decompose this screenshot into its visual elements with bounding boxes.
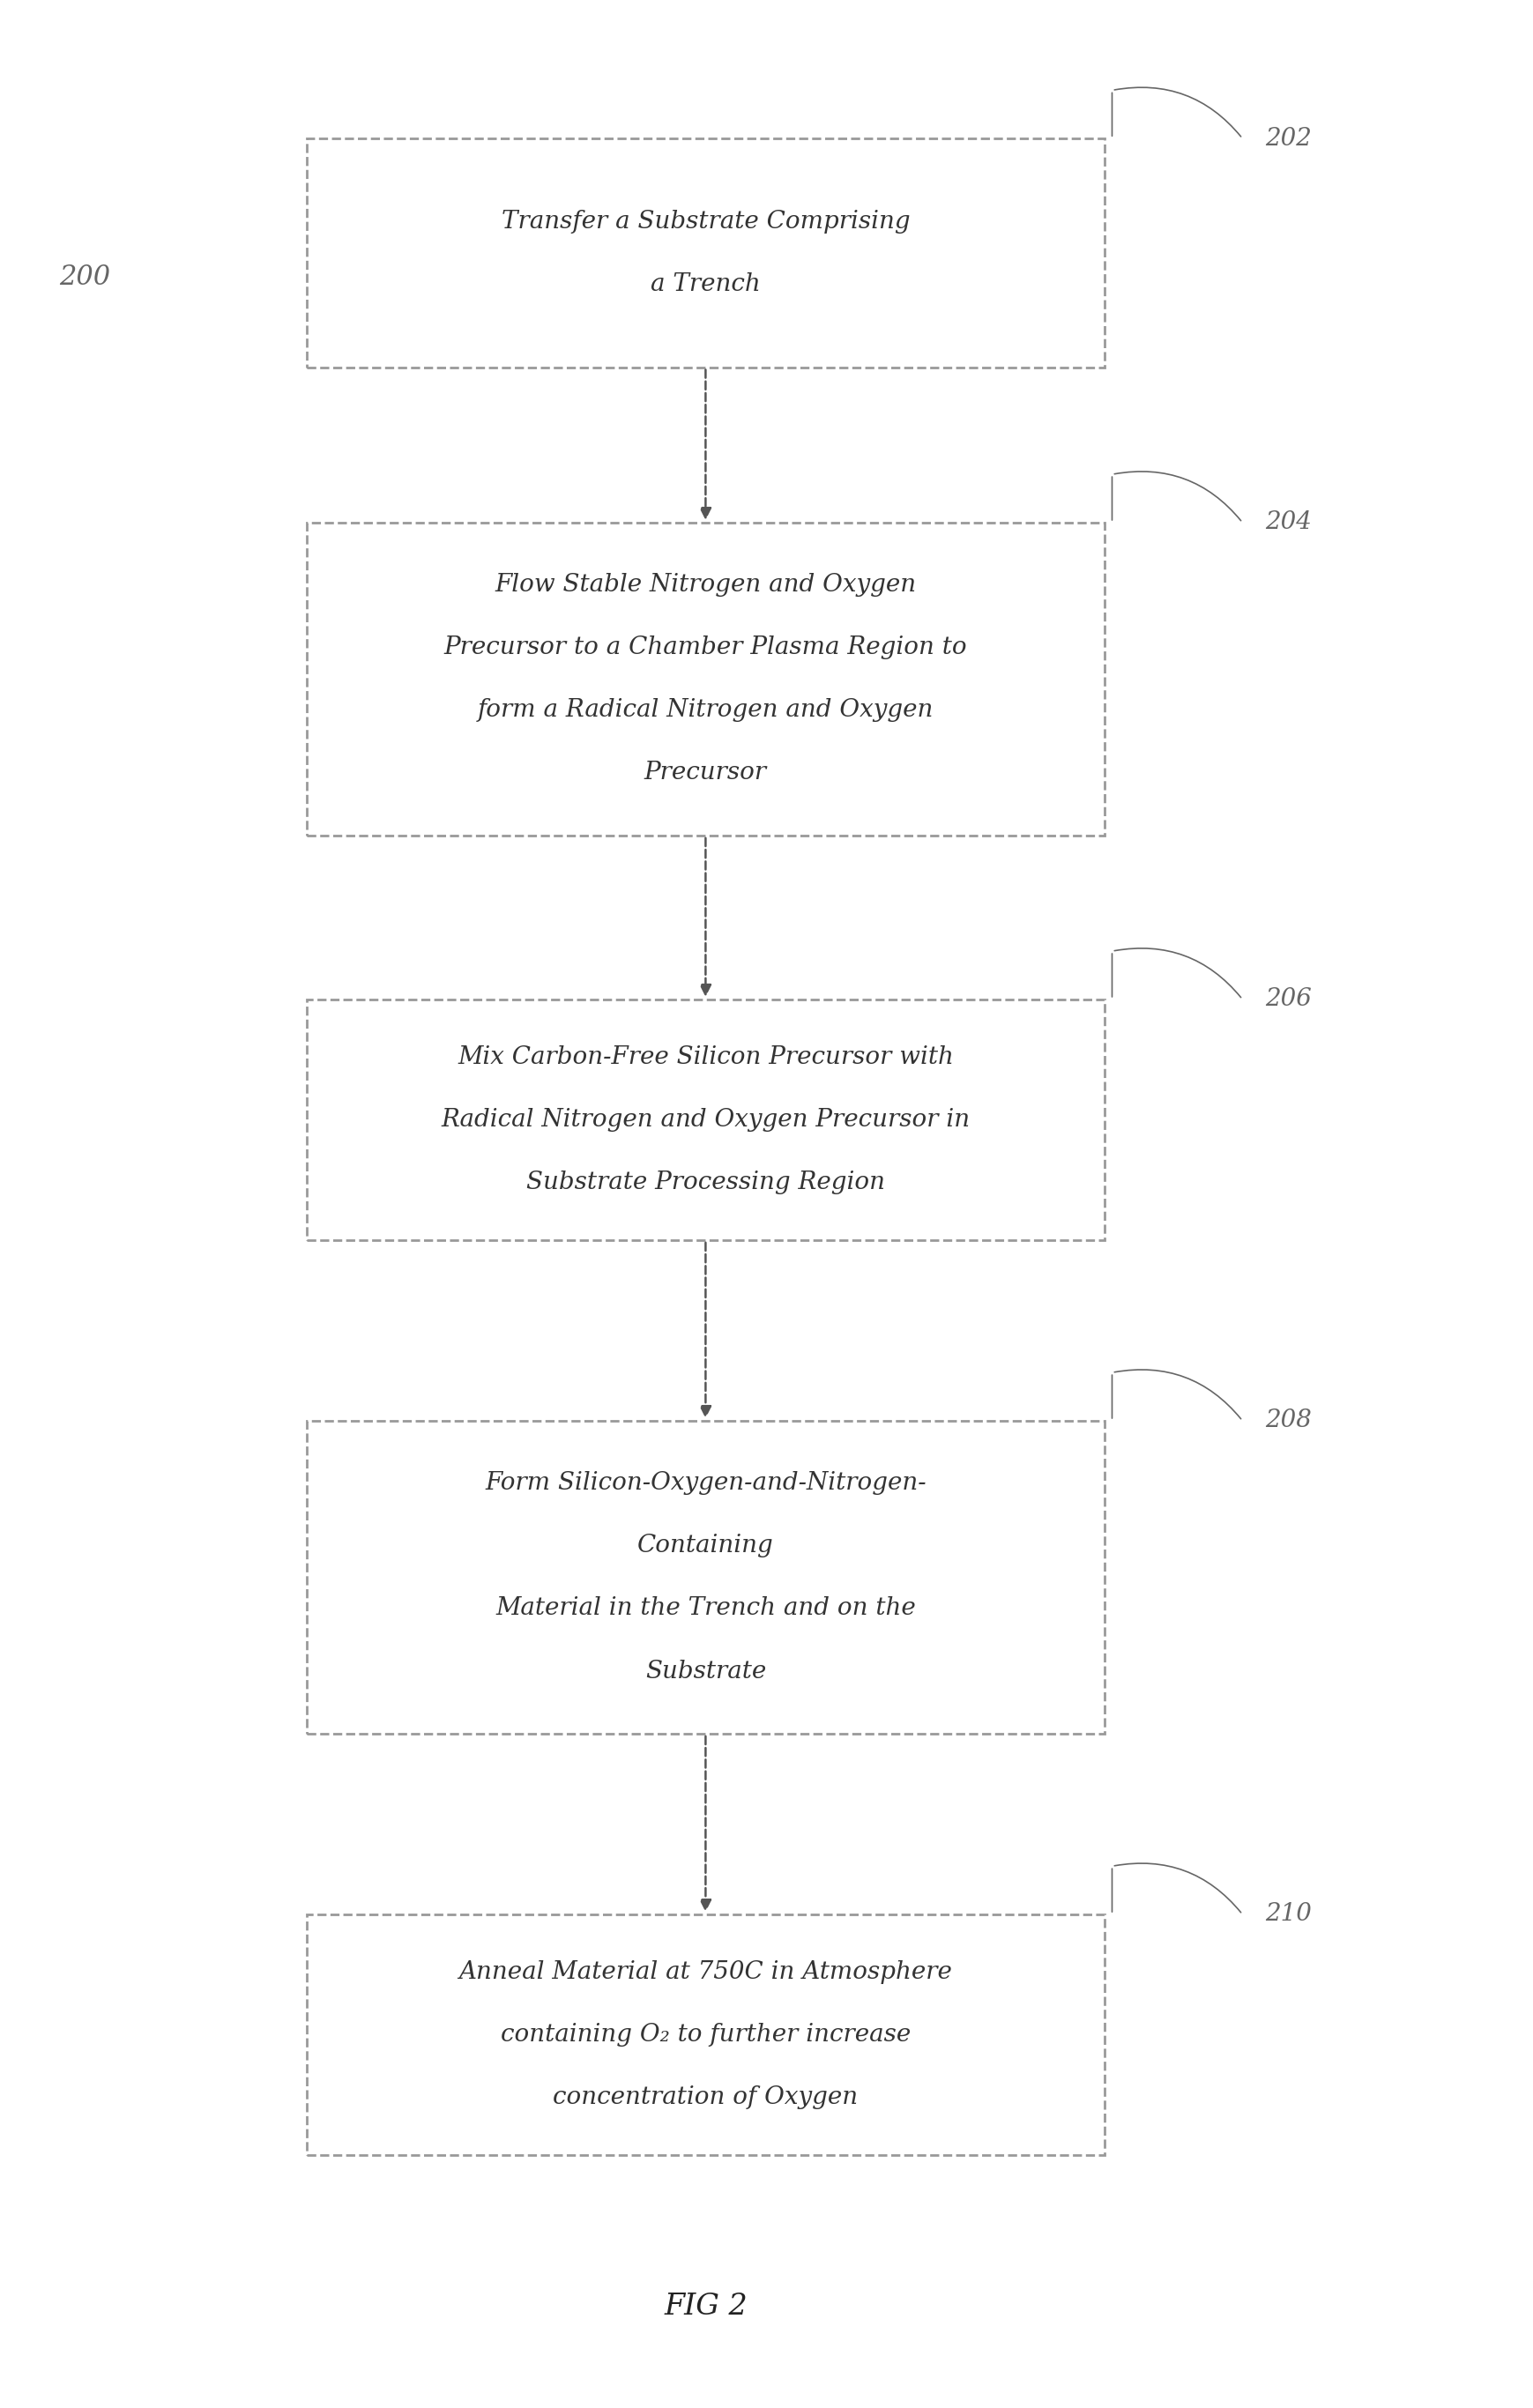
Text: 200: 200 [58,262,110,291]
Text: Form Silicon-Oxygen-and-Nitrogen-: Form Silicon-Oxygen-and-Nitrogen- [484,1471,926,1495]
FancyBboxPatch shape [307,1914,1104,2155]
Text: Anneal Material at 750C in Atmosphere: Anneal Material at 750C in Atmosphere [458,1960,952,1984]
Text: Precursor: Precursor [644,761,766,785]
FancyBboxPatch shape [307,1421,1104,1734]
Text: Substrate: Substrate [645,1659,765,1683]
Text: Mix Carbon-Free Silicon Precursor with: Mix Carbon-Free Silicon Precursor with [457,1045,954,1069]
FancyBboxPatch shape [307,137,1104,366]
FancyBboxPatch shape [307,523,1104,836]
Text: Precursor to a Chamber Plasma Region to: Precursor to a Chamber Plasma Region to [443,636,967,660]
Text: Material in the Trench and on the: Material in the Trench and on the [495,1597,915,1621]
Text: 206: 206 [1265,987,1311,1011]
Text: FIG 2: FIG 2 [664,2292,747,2321]
Text: concentration of Oxygen: concentration of Oxygen [553,2085,857,2109]
Text: 208: 208 [1265,1409,1311,1433]
Text: form a Radical Nitrogen and Oxygen: form a Radical Nitrogen and Oxygen [477,698,934,722]
Text: 204: 204 [1265,510,1311,535]
Text: Radical Nitrogen and Oxygen Precursor in: Radical Nitrogen and Oxygen Precursor in [442,1108,969,1132]
Text: a Trench: a Trench [650,272,760,296]
Text: 210: 210 [1265,1902,1311,1926]
Text: containing O₂ to further increase: containing O₂ to further increase [500,2023,911,2047]
Text: Containing: Containing [638,1534,773,1558]
Text: Transfer a Substrate Comprising: Transfer a Substrate Comprising [501,209,909,234]
Text: Flow Stable Nitrogen and Oxygen: Flow Stable Nitrogen and Oxygen [495,573,915,597]
Text: 202: 202 [1265,128,1311,149]
FancyBboxPatch shape [307,999,1104,1240]
Text: Substrate Processing Region: Substrate Processing Region [526,1170,885,1194]
